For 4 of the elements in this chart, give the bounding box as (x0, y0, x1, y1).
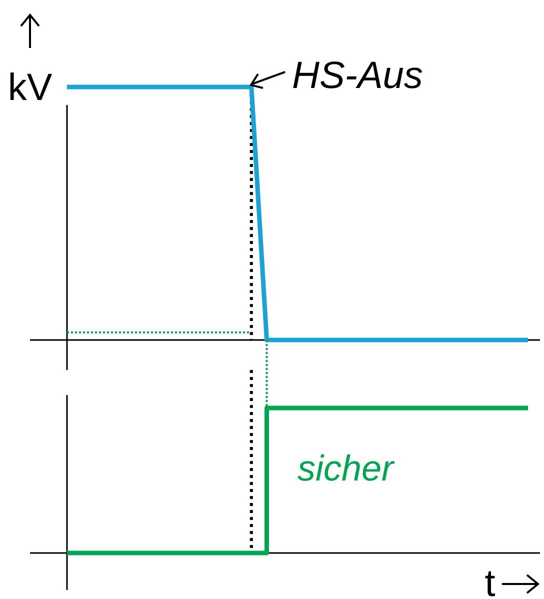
y-axis-title: kV (8, 67, 53, 109)
x-axis-title: t (484, 563, 496, 599)
legend-label: sicher (298, 448, 396, 488)
annotation: HS-Aus (292, 55, 423, 97)
